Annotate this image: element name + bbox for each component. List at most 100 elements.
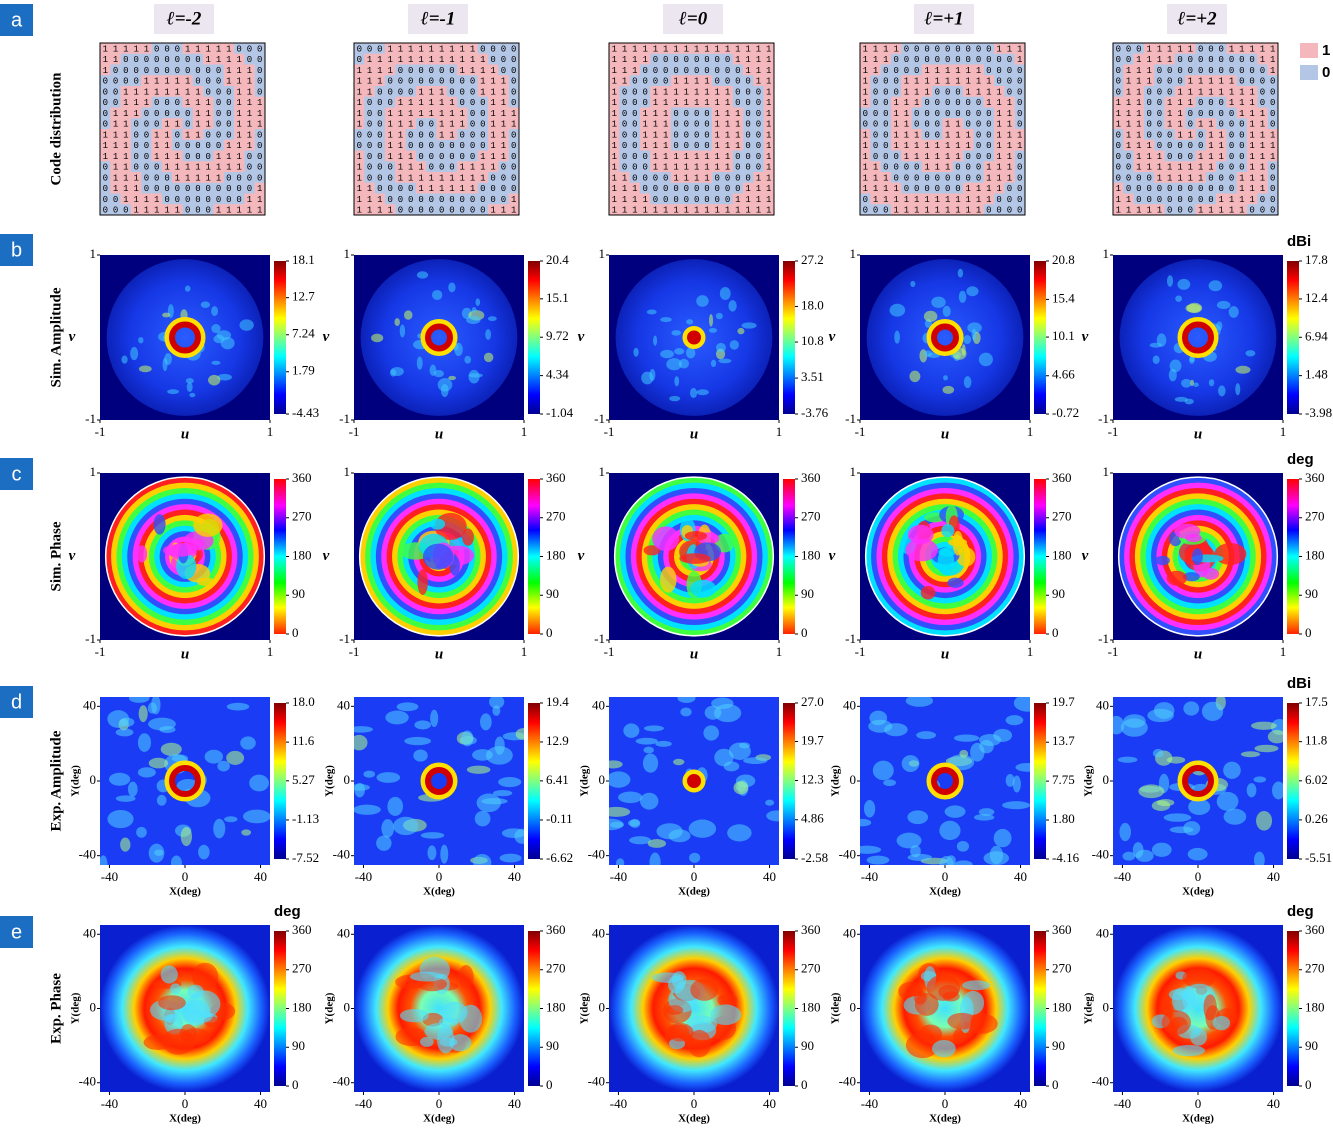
code-cell bbox=[384, 182, 396, 194]
y-tick-label: 1 bbox=[1103, 464, 1110, 479]
map-blob bbox=[416, 271, 429, 279]
y-tick-label: 40 bbox=[83, 925, 96, 940]
map-blob bbox=[130, 346, 139, 361]
code-cell bbox=[395, 118, 406, 130]
code-cell bbox=[712, 139, 723, 151]
code-cell bbox=[203, 193, 214, 205]
code-cell bbox=[619, 107, 630, 119]
code-cell bbox=[374, 150, 386, 162]
colorbar bbox=[783, 931, 795, 1086]
code-cell bbox=[130, 107, 142, 119]
code-cell bbox=[234, 118, 245, 130]
code-cell bbox=[161, 172, 173, 183]
code-cell bbox=[223, 64, 235, 76]
map-blob bbox=[492, 705, 501, 716]
code-cell bbox=[436, 204, 448, 216]
code-cell bbox=[1226, 161, 1237, 173]
code-cell bbox=[1216, 161, 1227, 173]
y-tick-label: -1 bbox=[845, 631, 856, 646]
code-cell bbox=[1014, 204, 1026, 216]
code-cell bbox=[477, 172, 489, 183]
code-cell bbox=[983, 161, 995, 173]
code-cell bbox=[457, 118, 468, 130]
code-cell bbox=[467, 107, 478, 119]
code-cell bbox=[182, 182, 194, 194]
map-blob bbox=[673, 758, 685, 766]
map-blob bbox=[690, 579, 717, 598]
map-blob bbox=[653, 335, 658, 346]
colorbar-tick-label: -3.98 bbox=[1305, 405, 1332, 420]
map-blob bbox=[1151, 842, 1172, 857]
code-cell bbox=[619, 182, 630, 194]
code-cell bbox=[192, 96, 204, 108]
code-cell bbox=[1205, 204, 1217, 216]
code-cell bbox=[722, 161, 733, 173]
code-cell bbox=[405, 139, 417, 151]
code-cell bbox=[172, 204, 183, 216]
map-blob bbox=[953, 1029, 965, 1044]
code-cell bbox=[1205, 43, 1217, 54]
code-cell bbox=[415, 150, 427, 162]
center-halo bbox=[164, 317, 206, 358]
y-tick-label: 0 bbox=[599, 999, 606, 1014]
map-blob bbox=[660, 349, 674, 359]
code-cell bbox=[182, 53, 194, 65]
map-blob bbox=[181, 1028, 211, 1045]
code-cell bbox=[1133, 204, 1145, 216]
code-cell bbox=[426, 150, 437, 162]
colorbar-tick-label: 19.7 bbox=[1052, 694, 1075, 709]
code-cell bbox=[1226, 182, 1237, 194]
colorbar-tick-label: 12.7 bbox=[292, 289, 315, 304]
code-cell bbox=[743, 64, 754, 76]
code-cell bbox=[963, 107, 974, 119]
code-cell bbox=[457, 43, 468, 54]
map-blob bbox=[1250, 721, 1277, 730]
code-cell bbox=[244, 107, 255, 119]
code-cell bbox=[161, 107, 173, 119]
code-cell bbox=[609, 150, 620, 162]
y-axis-label: Y(deg) bbox=[70, 992, 82, 1024]
map-blob bbox=[739, 742, 750, 749]
code-cell bbox=[860, 204, 871, 216]
code-cell bbox=[942, 43, 954, 54]
code-cell bbox=[436, 75, 448, 87]
code-cell bbox=[870, 150, 881, 162]
code-cell bbox=[650, 118, 661, 130]
code-cell bbox=[1164, 129, 1176, 140]
code-cell bbox=[701, 53, 713, 65]
code-cell bbox=[436, 64, 448, 76]
colorbar-tick-label: 270 bbox=[1052, 509, 1072, 524]
code-cell bbox=[130, 193, 142, 205]
map-blob bbox=[160, 965, 178, 984]
code-cell bbox=[415, 43, 427, 54]
colorbar-tick-label: 180 bbox=[801, 999, 821, 1014]
code-cell bbox=[395, 53, 406, 65]
code-cell bbox=[161, 204, 173, 216]
code-cell bbox=[120, 193, 132, 205]
code-cell bbox=[1195, 150, 1207, 162]
y-tick-label: 1 bbox=[90, 464, 97, 479]
code-cell bbox=[395, 107, 406, 119]
map-blob bbox=[628, 819, 640, 827]
code-cell bbox=[364, 150, 375, 162]
code-cell bbox=[870, 139, 881, 151]
code-cell bbox=[921, 75, 933, 87]
map-blob bbox=[1203, 994, 1217, 1021]
x-tick-label: -40 bbox=[1114, 869, 1131, 884]
code-cell bbox=[890, 96, 902, 108]
code-cell bbox=[1205, 96, 1217, 108]
code-cell bbox=[952, 161, 964, 173]
map-blob bbox=[872, 760, 894, 781]
map-blob bbox=[944, 805, 966, 818]
code-cell bbox=[426, 139, 437, 151]
map-blob bbox=[666, 358, 682, 371]
code-cell bbox=[1014, 43, 1026, 54]
code-cell bbox=[1267, 43, 1279, 54]
code-cell bbox=[952, 86, 964, 97]
code-cell bbox=[983, 86, 995, 97]
x-tick-label: -40 bbox=[355, 1096, 372, 1111]
code-cell bbox=[1154, 150, 1165, 162]
code-cell bbox=[1164, 139, 1176, 151]
map-blob bbox=[932, 1039, 956, 1058]
code-cell bbox=[151, 86, 163, 97]
